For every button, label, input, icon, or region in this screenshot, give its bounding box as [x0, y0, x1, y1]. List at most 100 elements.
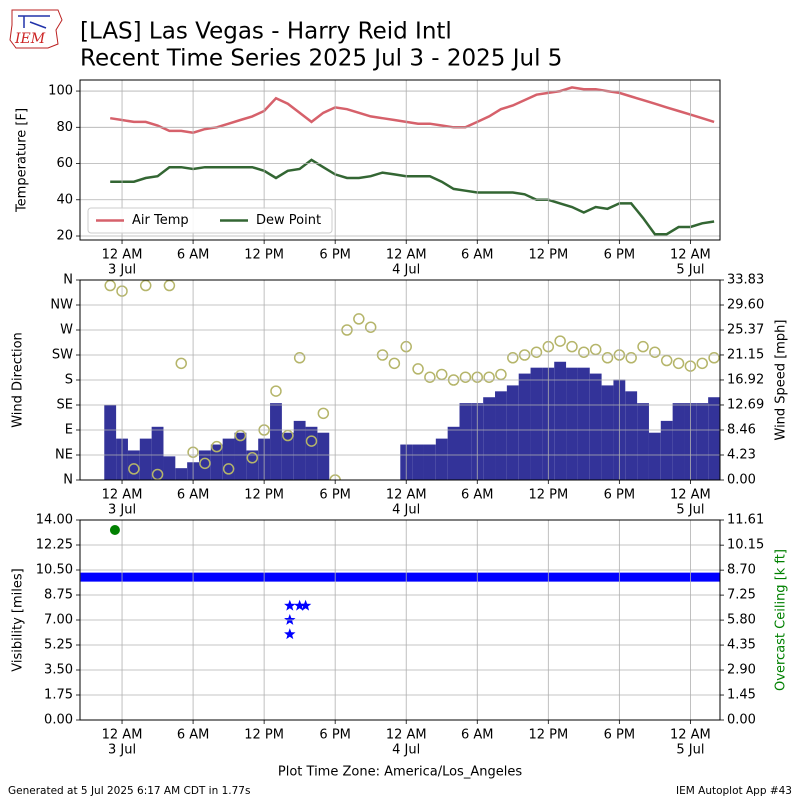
point	[459, 371, 472, 383]
bar	[601, 385, 614, 480]
y-tick-label: 5.25	[44, 638, 73, 653]
plot-frame	[79, 279, 721, 481]
point	[109, 524, 120, 535]
point	[601, 352, 614, 364]
logo-text: IEM	[14, 31, 46, 47]
point	[649, 346, 661, 358]
legend-label: Dew Point	[256, 213, 321, 228]
y2-tick-label: 4.35	[727, 638, 756, 653]
point	[507, 352, 519, 364]
point	[299, 599, 312, 611]
bar	[270, 403, 282, 480]
point	[412, 363, 424, 375]
y-tick-label: 1.75	[44, 688, 73, 703]
point	[495, 368, 507, 381]
x-tick-label: 12 AM	[386, 488, 427, 503]
bar	[234, 432, 247, 480]
y-tick-label: NW	[50, 298, 73, 313]
y-tick-label: 3.50	[44, 663, 73, 678]
x-axis-label: Plot Time Zone: America/Los_Angeles	[278, 765, 522, 780]
point	[163, 280, 176, 292]
bar	[435, 438, 448, 480]
y-axis-label: Temperature [F]	[15, 108, 30, 213]
y-tick-label: N	[63, 273, 73, 288]
x-tick-label: 6 AM	[177, 728, 210, 743]
bar	[222, 438, 235, 480]
y-tick-label: SW	[52, 348, 73, 363]
bar	[566, 367, 578, 480]
bar	[518, 373, 531, 480]
bar	[104, 404, 117, 480]
bar	[506, 385, 519, 480]
point	[293, 352, 306, 364]
x-tick-date: 3 Jul	[108, 743, 136, 758]
y2-tick-label: 33.83	[727, 273, 764, 288]
x-tick-label: 6 PM	[319, 488, 350, 503]
bar	[246, 450, 259, 480]
y2-tick-label: 0.00	[727, 713, 756, 728]
y-tick-label: 60	[56, 156, 73, 171]
bar	[163, 456, 176, 480]
bar	[483, 397, 496, 480]
legend-box	[87, 207, 333, 234]
point	[270, 385, 282, 397]
y-axis-label: Visibility [miles]	[11, 568, 26, 671]
bar	[495, 391, 507, 480]
x-tick-label: 6 AM	[461, 248, 494, 263]
logo: IEM	[9, 9, 63, 49]
y2-axis-label: Overcast Ceiling [k ft]	[774, 549, 789, 691]
point	[696, 357, 708, 370]
point	[554, 335, 566, 347]
footer-left: Generated at 5 Jul 2025 6:17 AM CDT in 1…	[8, 785, 250, 797]
y2-tick-label: 25.37	[727, 323, 764, 338]
bar	[423, 444, 436, 480]
bar	[210, 444, 223, 480]
y2-tick-label: 10.15	[727, 538, 764, 553]
x-tick-date: 4 Jul	[392, 503, 420, 518]
x-tick-label: 6 PM	[604, 488, 635, 503]
line	[110, 86, 715, 134]
bar	[293, 420, 306, 480]
point	[128, 463, 140, 475]
x-tick-date: 3 Jul	[108, 503, 136, 518]
plot-frame	[79, 519, 721, 721]
legend: Air Temp Dew Point	[87, 207, 333, 234]
x-tick-label: 6 PM	[604, 248, 635, 263]
bar	[447, 426, 460, 480]
y-tick-label: NE	[55, 448, 73, 463]
bar	[589, 373, 602, 480]
point	[578, 346, 590, 358]
chart-subtitle: Recent Time Series 2025 Jul 3 - 2025 Jul…	[80, 46, 562, 72]
point	[660, 354, 673, 367]
y-tick-label: SE	[57, 398, 73, 413]
y2-tick-label: 7.25	[727, 588, 756, 603]
plot-area	[80, 524, 720, 640]
x-tick-label: 12 AM	[102, 488, 143, 503]
y-tick-label: S	[65, 373, 73, 388]
y-tick-label: 12.25	[36, 538, 73, 553]
y-axis-label: Wind Direction	[11, 332, 26, 428]
x-tick-date: 3 Jul	[108, 263, 136, 278]
point	[625, 352, 637, 364]
bar	[305, 426, 318, 480]
y2-tick-label: 29.60	[727, 298, 764, 313]
bar	[637, 403, 649, 480]
bar	[577, 367, 590, 480]
y-tick-label: 80	[56, 120, 73, 135]
point	[353, 313, 365, 325]
point	[222, 463, 235, 475]
y-tick-label: 7.00	[44, 613, 73, 628]
x-tick-label: 12 PM	[244, 728, 284, 743]
point	[104, 280, 116, 292]
x-tick-label: 12 AM	[102, 248, 143, 263]
point	[199, 457, 211, 470]
bar	[648, 432, 661, 480]
point	[435, 368, 448, 381]
bar	[151, 426, 164, 480]
y2-tick-label: 0.00	[727, 473, 756, 488]
bar	[660, 420, 673, 480]
line	[110, 158, 715, 236]
x-tick-date: 5 Jul	[676, 263, 704, 278]
x-tick-label: 12 AM	[670, 248, 711, 263]
